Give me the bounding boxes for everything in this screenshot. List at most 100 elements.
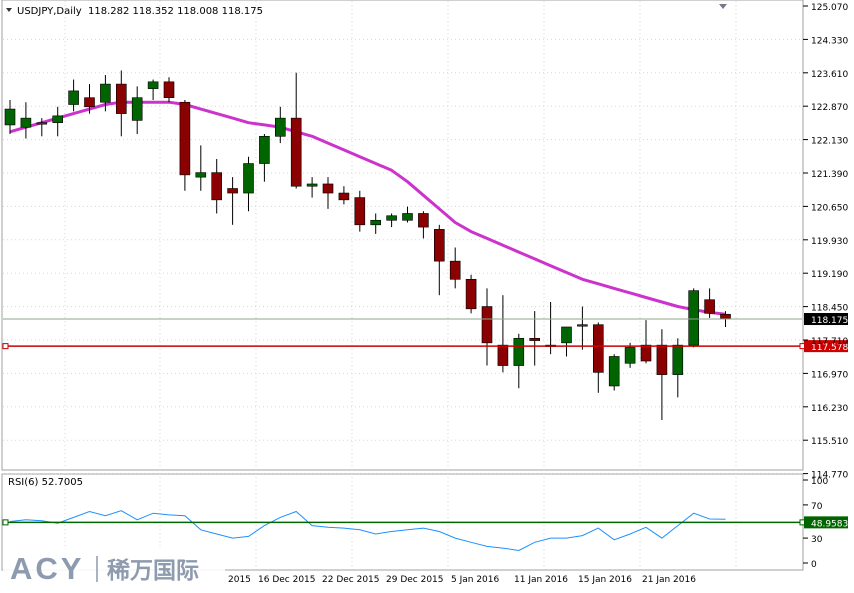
price-tick-label: 120.650 bbox=[811, 203, 848, 213]
price-panel-frame bbox=[1, 0, 804, 471]
time-tick-label: 11 Jan 2016 bbox=[514, 575, 568, 585]
candle-body bbox=[179, 101, 191, 176]
candle-body bbox=[52, 115, 64, 123]
candle-body bbox=[720, 313, 731, 320]
time-tick-label: 22 Dec 2015 bbox=[322, 575, 380, 585]
candle bbox=[290, 72, 302, 189]
candle-body bbox=[116, 83, 127, 114]
candle bbox=[338, 186, 350, 205]
candle bbox=[4, 99, 16, 135]
candle-body bbox=[243, 163, 254, 194]
candle-body bbox=[433, 229, 445, 262]
candle bbox=[624, 342, 636, 368]
horizontal-line-label: 117.578 bbox=[811, 343, 848, 353]
candle-body bbox=[131, 97, 143, 121]
rsi-axis: 100 70 30 0 bbox=[803, 477, 828, 570]
price-axis: 125.070 124.330 123.610 122.870 122.130 121.3… bbox=[803, 3, 848, 481]
candle bbox=[465, 274, 477, 314]
price-tick-label: 122.130 bbox=[811, 137, 848, 147]
header: USDJPY,Daily 118.282 118.352 118.008 118… bbox=[6, 4, 727, 17]
time-tick-label: 21 Jan 2016 bbox=[642, 575, 696, 585]
candle-body bbox=[497, 344, 509, 366]
candle bbox=[116, 70, 127, 137]
logo-chinese: 稀万国际 bbox=[107, 557, 199, 584]
candle-body bbox=[84, 97, 95, 108]
candle-body bbox=[100, 83, 111, 103]
candle-body bbox=[322, 183, 334, 194]
rsi-series: 48.9583 bbox=[2, 510, 848, 552]
candle-body bbox=[195, 172, 207, 178]
candle bbox=[259, 134, 270, 182]
candle bbox=[433, 224, 445, 296]
rsi-tick-label: 30 bbox=[811, 535, 823, 545]
candle bbox=[147, 79, 159, 100]
moving-average bbox=[9, 100, 726, 316]
candle-body bbox=[20, 117, 32, 128]
candle-body bbox=[211, 172, 222, 201]
rsi-tick-label: 100 bbox=[811, 477, 828, 487]
candle bbox=[20, 102, 32, 139]
candle-body bbox=[290, 117, 302, 187]
candle bbox=[513, 333, 525, 389]
candle bbox=[577, 306, 588, 350]
candle-body bbox=[274, 117, 286, 137]
rsi-tick-label: 70 bbox=[811, 502, 823, 512]
candle-body bbox=[306, 183, 318, 187]
candle bbox=[52, 106, 64, 137]
candle-body bbox=[418, 213, 429, 228]
candle-body bbox=[338, 192, 350, 201]
candle-body bbox=[163, 81, 175, 99]
candle-body bbox=[259, 135, 270, 164]
logo-divider bbox=[96, 556, 98, 582]
candle bbox=[179, 99, 191, 191]
rsi-level-label: 48.9583 bbox=[811, 519, 848, 529]
price-tick-label: 125.070 bbox=[811, 3, 848, 13]
candle-body bbox=[529, 338, 541, 341]
ohlc-values: 118.282 118.352 118.008 118.175 bbox=[88, 6, 263, 17]
ma-line bbox=[9, 100, 726, 316]
candle bbox=[163, 77, 175, 103]
candle bbox=[322, 177, 334, 209]
rsi-level-handle-left bbox=[2, 519, 9, 526]
price-tick-label: 118.450 bbox=[811, 304, 848, 314]
symbol-dropdown-icon[interactable] bbox=[6, 8, 12, 12]
price-tick-label: 119.930 bbox=[811, 237, 848, 247]
grid bbox=[3, 1, 802, 569]
candle-body bbox=[4, 108, 16, 126]
candle-body bbox=[577, 324, 588, 327]
candle bbox=[688, 288, 700, 348]
time-tick-label: 29 Dec 2015 bbox=[386, 575, 444, 585]
candle-body bbox=[592, 324, 604, 373]
candle bbox=[561, 326, 572, 357]
candle bbox=[274, 106, 286, 144]
candle bbox=[656, 329, 668, 421]
current-price-badge bbox=[804, 313, 848, 326]
candle bbox=[100, 75, 111, 112]
candle bbox=[497, 295, 509, 373]
price-tick-label: 124.330 bbox=[811, 36, 848, 46]
price-tick-label: 116.970 bbox=[811, 370, 848, 380]
acy-logo: ACY 稀万国际 bbox=[3, 546, 225, 586]
candle bbox=[672, 338, 684, 398]
candle-body bbox=[36, 122, 48, 125]
candle bbox=[481, 288, 493, 366]
scroll-marker-icon[interactable] bbox=[719, 4, 727, 9]
price-tick-label: 121.390 bbox=[811, 170, 848, 180]
candle bbox=[640, 320, 652, 364]
candlesticks bbox=[4, 70, 731, 421]
candle bbox=[36, 118, 48, 137]
candle bbox=[402, 206, 413, 223]
candle bbox=[449, 247, 461, 289]
symbol-timeframe: USDJPY,Daily bbox=[17, 6, 82, 17]
time-tick-label: 5 Jan 2016 bbox=[451, 575, 499, 585]
candle bbox=[529, 311, 541, 366]
horizontal-line-badge bbox=[804, 340, 848, 353]
candle-body bbox=[513, 338, 525, 366]
time-axis: 2015 16 Dec 2015 22 Dec 2015 29 Dec 2015 5 J… bbox=[228, 575, 696, 585]
price-tick-label: 115.510 bbox=[811, 437, 848, 447]
candle bbox=[354, 190, 366, 232]
rsi-label: RSI(6) 52.7005 bbox=[8, 477, 83, 488]
candle bbox=[608, 354, 620, 391]
